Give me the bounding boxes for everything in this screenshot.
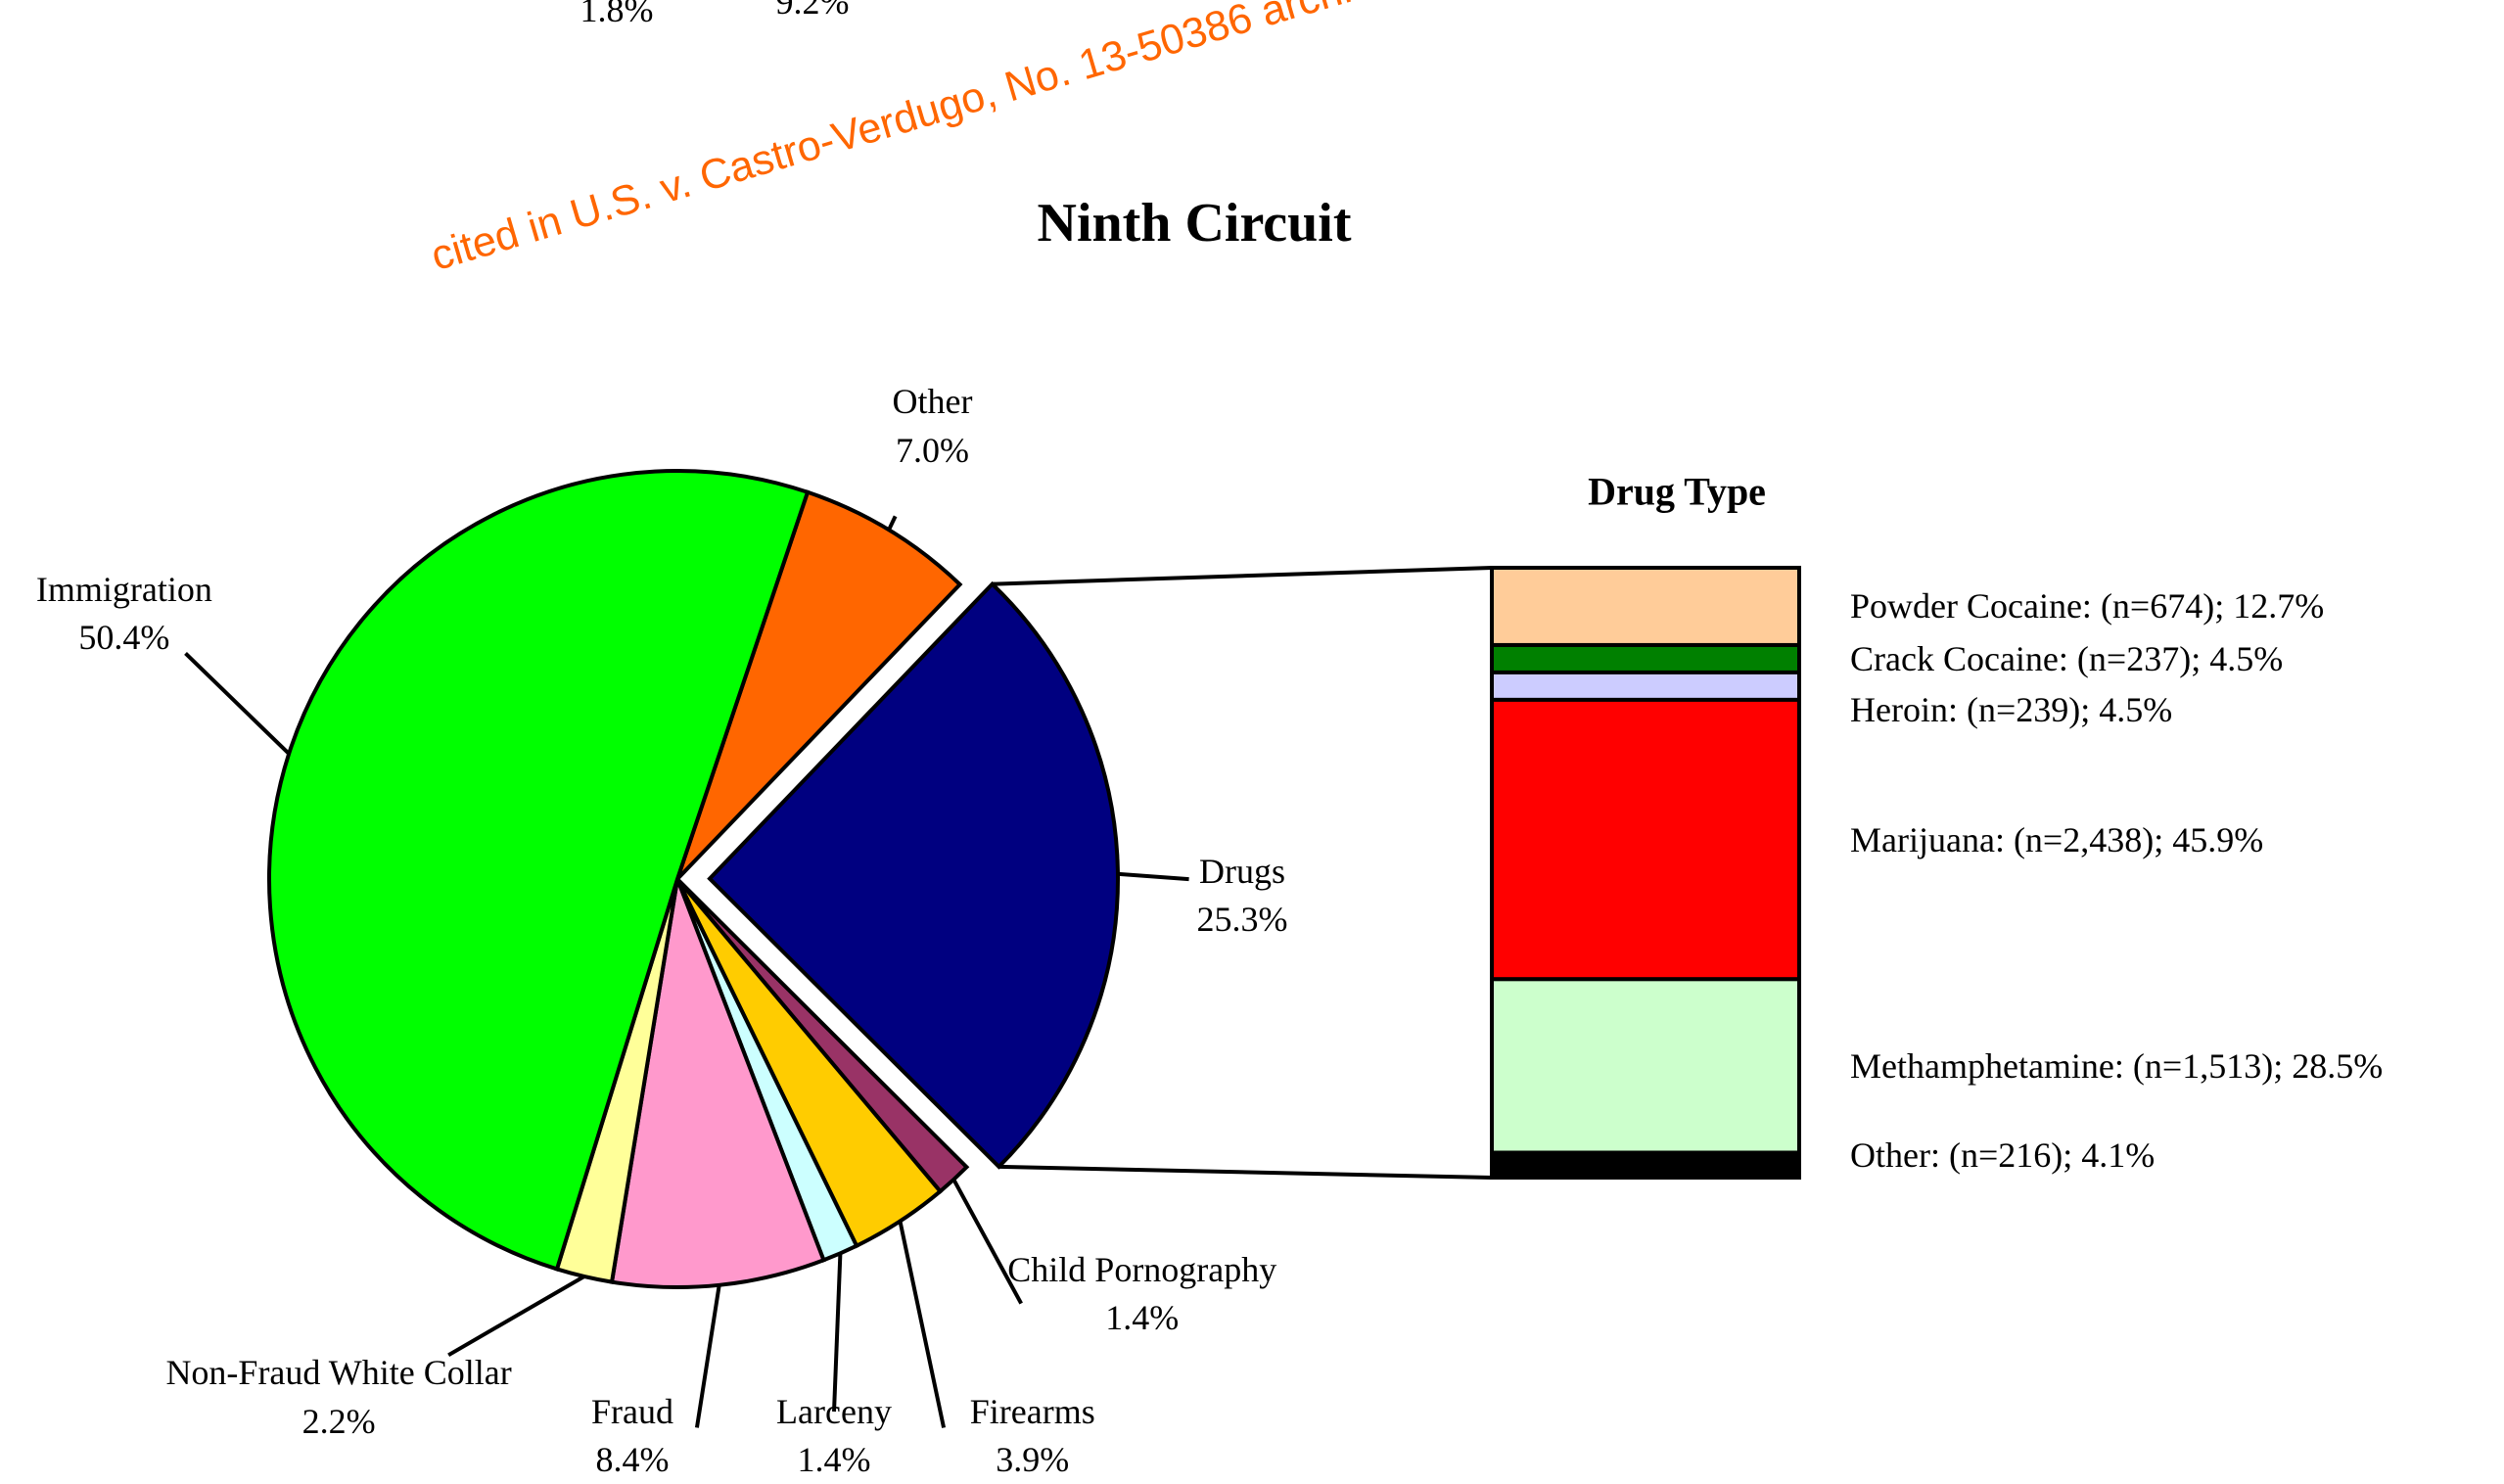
- pie-slice: [609, 871, 827, 1289]
- pie-slice: [267, 469, 811, 1272]
- leader-line: [951, 1178, 1023, 1305]
- pie-value-label: 7.0%: [896, 430, 970, 470]
- bar-title: Drug Type: [1588, 469, 1766, 514]
- pie-value-label: 3.9%: [996, 1440, 1070, 1480]
- leader-line: [898, 1221, 947, 1428]
- bar-label: Crack Cocaine: (n=237); 4.5%: [1850, 638, 2284, 678]
- pie-slice: [675, 489, 963, 881]
- pie-value-label: 2.2%: [301, 1401, 376, 1441]
- leader-line: [887, 515, 898, 532]
- bar-segment: [1490, 566, 1801, 647]
- pie-value-label: 1.4%: [1105, 1298, 1180, 1338]
- connector: [998, 1164, 1493, 1180]
- leader-line: [184, 652, 291, 756]
- bar-label: Methamphetamine: (n=1,513); 28.5%: [1850, 1045, 2384, 1086]
- pie-label: Drugs: [1198, 851, 1285, 891]
- bar-label: Other: (n=216); 4.1%: [1850, 1136, 2156, 1176]
- connector: [992, 566, 1493, 586]
- pie-label: Firearms: [969, 1392, 1095, 1431]
- leader-line: [694, 1284, 721, 1428]
- pie-slice: [707, 580, 1120, 1170]
- pie-label: Fraud: [591, 1392, 674, 1431]
- pie-value-label: 8.4%: [595, 1440, 670, 1480]
- bar-segment: [1490, 977, 1801, 1155]
- partial-label: 9.2%: [775, 0, 850, 22]
- leader-line: [1117, 871, 1189, 882]
- pie-label: Immigration: [35, 569, 212, 609]
- pie-value-label: 50.4%: [78, 617, 170, 657]
- leader-line: [447, 1275, 585, 1358]
- bar-segment: [1490, 670, 1801, 702]
- partial-label: 1.8%: [580, 0, 654, 29]
- bar-label: Heroin: (n=239); 4.5%: [1850, 689, 2173, 729]
- bar-label: Marijuana: (n=2,438); 45.9%: [1850, 819, 2264, 859]
- pie-label: Other: [892, 382, 973, 422]
- pie-value-label: 1.4%: [797, 1440, 871, 1480]
- pie-label: Larceny: [776, 1392, 892, 1431]
- chart-title: Ninth Circuit: [1037, 193, 1352, 254]
- bar-label: Powder Cocaine: (n=674); 12.7%: [1850, 586, 2325, 626]
- leader-line: [832, 1253, 843, 1413]
- bar-segment: [1490, 697, 1801, 982]
- bar-segment: [1490, 642, 1801, 674]
- pie-label: Non-Fraud White Collar: [165, 1353, 512, 1393]
- pie-label: Child Pornography: [1007, 1249, 1277, 1289]
- bar-segment: [1490, 1150, 1801, 1180]
- pie-value-label: 25.3%: [1196, 900, 1288, 940]
